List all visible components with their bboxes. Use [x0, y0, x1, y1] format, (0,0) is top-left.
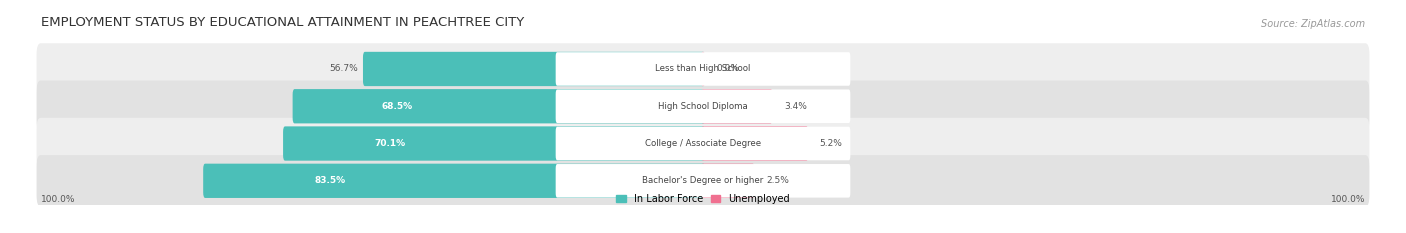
FancyBboxPatch shape — [37, 81, 1369, 132]
Legend: In Labor Force, Unemployed: In Labor Force, Unemployed — [616, 194, 790, 204]
Text: 83.5%: 83.5% — [314, 176, 346, 185]
Text: College / Associate Degree: College / Associate Degree — [645, 139, 761, 148]
FancyBboxPatch shape — [702, 164, 755, 198]
Text: 100.0%: 100.0% — [1331, 195, 1365, 204]
FancyBboxPatch shape — [204, 164, 704, 198]
Text: 68.5%: 68.5% — [381, 102, 412, 111]
FancyBboxPatch shape — [555, 127, 851, 160]
Text: 70.1%: 70.1% — [374, 139, 405, 148]
FancyBboxPatch shape — [37, 155, 1369, 206]
Text: 2.5%: 2.5% — [766, 176, 789, 185]
FancyBboxPatch shape — [702, 52, 704, 86]
Text: 56.7%: 56.7% — [329, 65, 359, 73]
Text: EMPLOYMENT STATUS BY EDUCATIONAL ATTAINMENT IN PEACHTREE CITY: EMPLOYMENT STATUS BY EDUCATIONAL ATTAINM… — [41, 16, 524, 29]
FancyBboxPatch shape — [702, 126, 808, 161]
Text: 100.0%: 100.0% — [41, 195, 75, 204]
FancyBboxPatch shape — [363, 52, 704, 86]
Text: High School Diploma: High School Diploma — [658, 102, 748, 111]
FancyBboxPatch shape — [555, 164, 851, 198]
FancyBboxPatch shape — [702, 89, 772, 123]
FancyBboxPatch shape — [292, 89, 704, 123]
Text: 0.0%: 0.0% — [716, 65, 740, 73]
FancyBboxPatch shape — [37, 118, 1369, 169]
Text: 5.2%: 5.2% — [820, 139, 842, 148]
FancyBboxPatch shape — [37, 43, 1369, 95]
Text: Bachelor's Degree or higher: Bachelor's Degree or higher — [643, 176, 763, 185]
FancyBboxPatch shape — [555, 52, 851, 86]
FancyBboxPatch shape — [555, 89, 851, 123]
Text: Less than High School: Less than High School — [655, 65, 751, 73]
FancyBboxPatch shape — [283, 126, 704, 161]
Text: Source: ZipAtlas.com: Source: ZipAtlas.com — [1261, 19, 1365, 29]
Text: 3.4%: 3.4% — [783, 102, 807, 111]
